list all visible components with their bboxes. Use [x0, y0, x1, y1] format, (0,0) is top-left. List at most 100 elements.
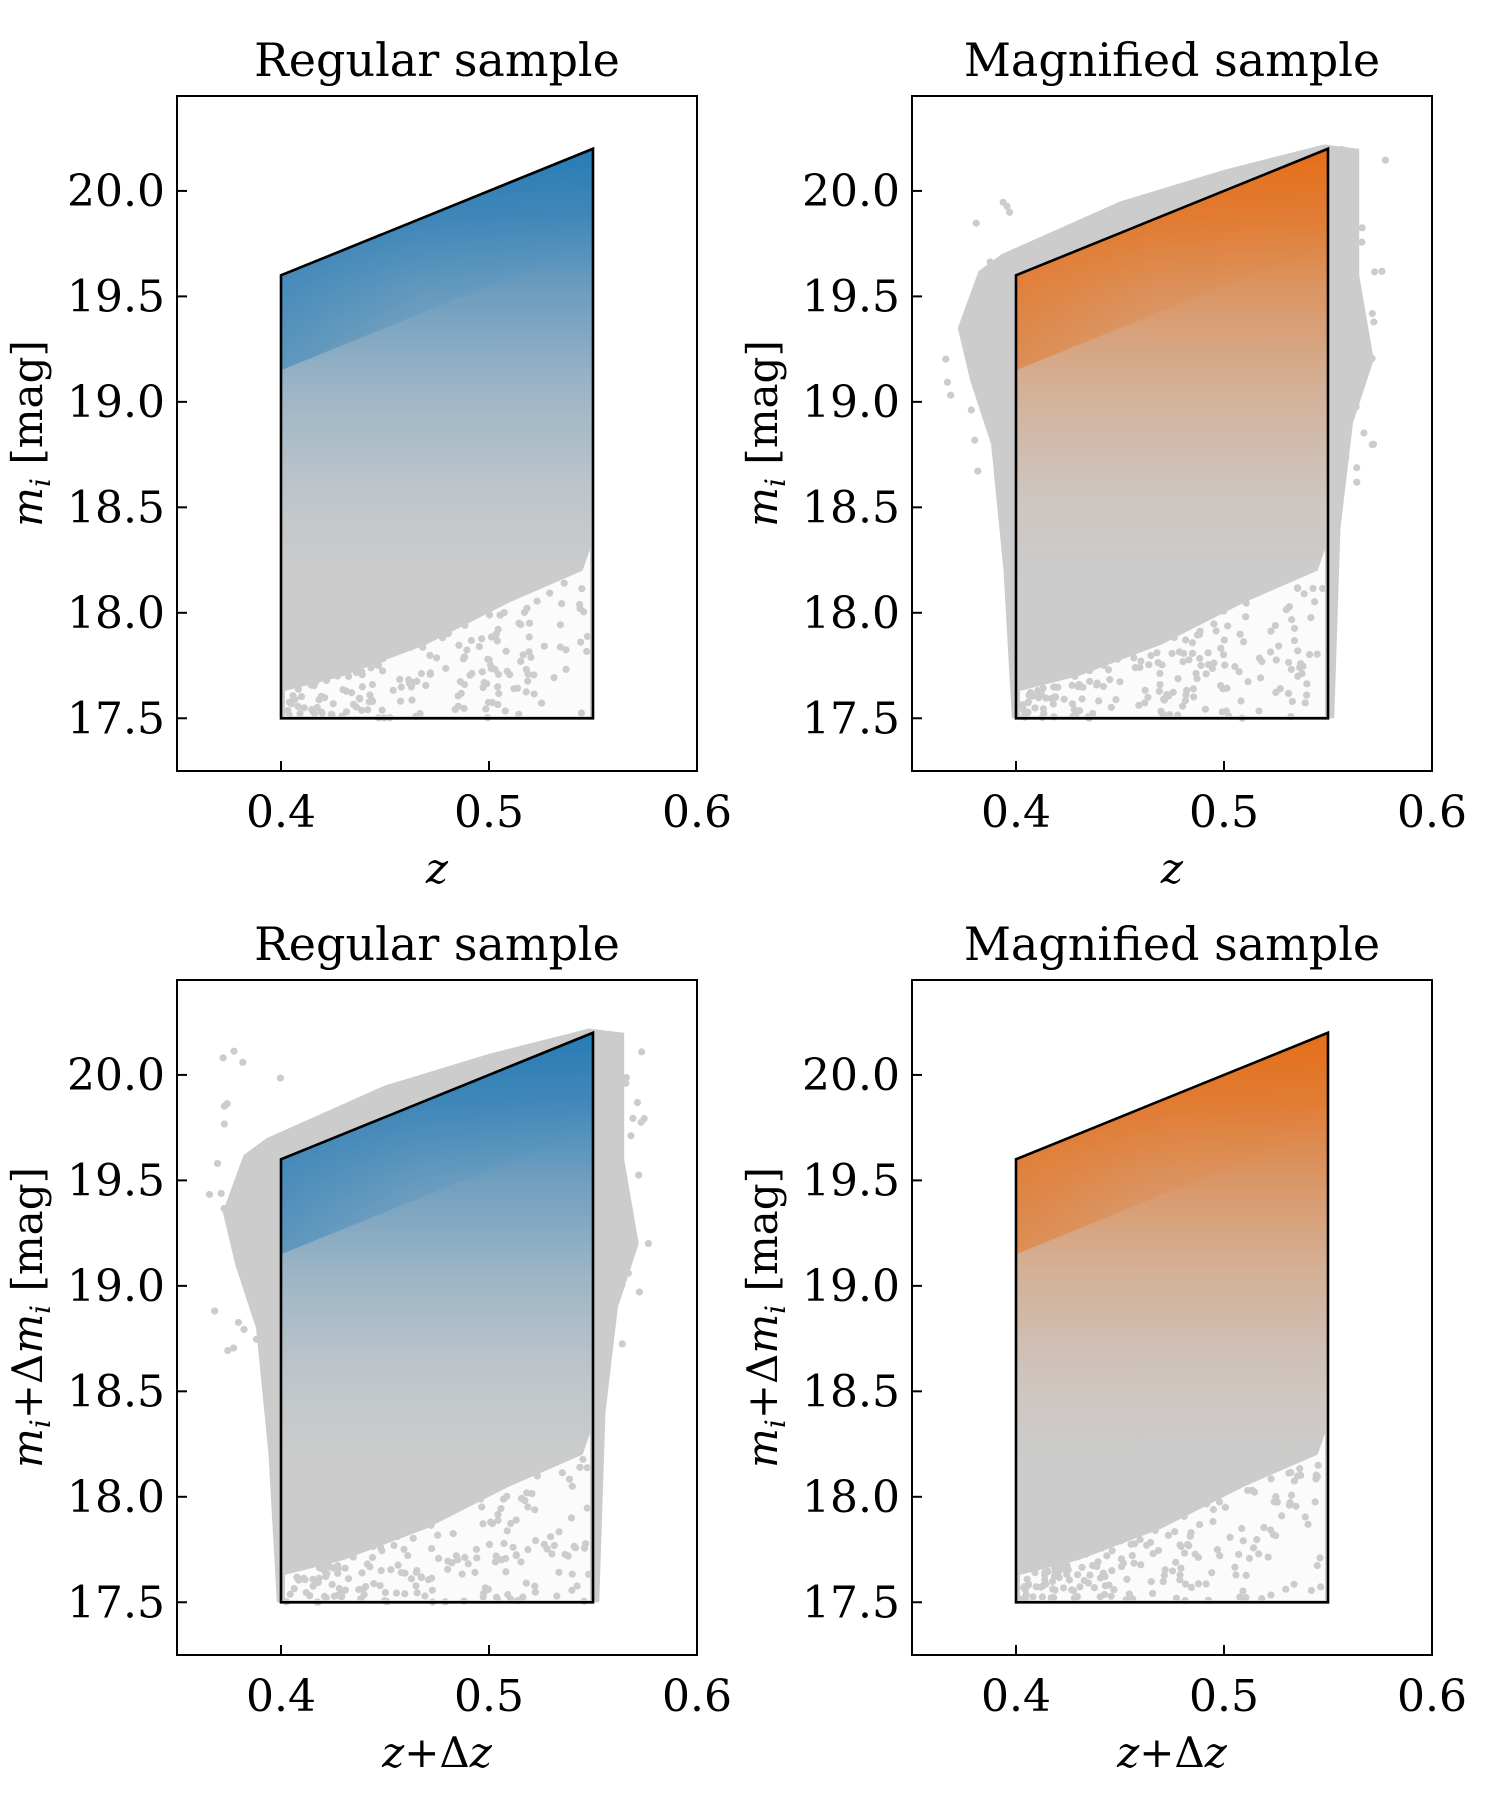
sparse-point: [294, 702, 302, 711]
y-tick-label: 17.5: [802, 693, 900, 744]
sparse-point: [583, 647, 591, 655]
sparse-point: [500, 609, 508, 617]
sparse-point: [1204, 649, 1212, 657]
y-tick-label: 20.0: [802, 1050, 900, 1101]
sparse-point: [293, 1573, 301, 1581]
sparse-point: [1031, 1569, 1039, 1577]
sparse-point: [1137, 1561, 1145, 1569]
sparse-point: [1029, 1593, 1037, 1601]
sparse-point: [334, 1569, 342, 1577]
spill-point: [1340, 206, 1348, 215]
sparse-point: [479, 1520, 487, 1528]
sparse-point: [1108, 1547, 1116, 1555]
sparse-point: [527, 653, 535, 661]
sparse-point: [1236, 630, 1244, 638]
sparse-point: [472, 1545, 481, 1554]
sparse-point: [512, 1516, 520, 1524]
spill-point: [1371, 268, 1379, 276]
sparse-point: [1095, 697, 1103, 705]
sparse-point: [522, 665, 530, 674]
sparse-point: [1202, 670, 1210, 678]
sparse-point: [378, 706, 386, 714]
spill-point: [610, 1106, 618, 1114]
density-band: [281, 148, 593, 371]
spill-point: [261, 1140, 269, 1148]
sparse-point: [1267, 1591, 1275, 1599]
sparse-point: [501, 707, 509, 715]
sparse-point: [1086, 677, 1094, 686]
spill-point: [1346, 376, 1354, 385]
spill-point: [219, 1054, 227, 1062]
spill-point: [622, 1079, 630, 1087]
axes-frame: [176, 979, 698, 1656]
sparse-point: [1135, 701, 1143, 709]
sparse-point: [449, 1530, 457, 1538]
panel-1: Regular sample 0.4 0.5 0.6 17.5 18.0 18.5 19.0 1…: [3, 33, 732, 893]
x-tick-label: 0.6: [662, 1671, 732, 1722]
sparse-point: [583, 632, 592, 640]
sparse-point: [1145, 661, 1153, 669]
sparse-point: [494, 670, 503, 678]
y-label-var2: m: [3, 1314, 52, 1354]
sparse-point: [540, 642, 548, 650]
sparse-point: [512, 1551, 520, 1559]
sparse-point: [1174, 675, 1182, 683]
sparse-point: [547, 1533, 555, 1541]
sparse-point: [1156, 680, 1164, 689]
sparse-point: [300, 1574, 308, 1582]
sparse-point: [327, 710, 335, 719]
sparse-point: [355, 694, 364, 702]
sparse-point: [454, 702, 462, 710]
sparse-point: [533, 597, 541, 605]
sparse-point: [555, 1568, 563, 1576]
spill-point: [624, 1269, 632, 1277]
sparse-point: [1256, 674, 1265, 682]
sparse-point: [1092, 681, 1101, 689]
density-layer: [1016, 1032, 1328, 1603]
sparse-point: [1102, 1538, 1111, 1546]
sparse-point: [577, 638, 585, 646]
sparse-point: [574, 1448, 582, 1457]
sparse-point: [1064, 1565, 1072, 1574]
y-label-var: m: [3, 487, 52, 527]
sparse-point: [1130, 654, 1138, 662]
sparse-point: [1305, 651, 1314, 659]
sparse-point: [1155, 687, 1163, 695]
sparse-point: [568, 1570, 576, 1578]
sparse-point: [1242, 599, 1250, 607]
spill-point: [644, 1239, 652, 1248]
sparse-point: [1217, 606, 1225, 614]
y-label-sub2: i: [24, 1305, 57, 1314]
sparse-point: [494, 1510, 502, 1518]
sparse-point: [1099, 682, 1108, 691]
x-tick-label: 0.4: [981, 1671, 1051, 1722]
sparse-point: [1161, 1566, 1169, 1574]
y-label-unit: [mag]: [3, 1167, 52, 1305]
plot-area: [1016, 1032, 1328, 1605]
sparse-point: [1208, 664, 1216, 673]
sparse-point: [376, 1582, 384, 1590]
sparse-point: [1195, 1520, 1204, 1529]
sparse-point: [1037, 687, 1045, 696]
sparse-point: [1086, 667, 1094, 675]
sparse-point: [532, 1470, 540, 1478]
sparse-point: [1070, 1594, 1079, 1602]
y-label-sub: i: [759, 478, 792, 487]
sparse-point: [475, 642, 483, 651]
y-tick-label: 19.0: [67, 377, 165, 428]
sparse-point: [1267, 627, 1275, 635]
y-label-unit: [mag]: [738, 1167, 787, 1305]
sparse-point: [1098, 1544, 1106, 1552]
sparse-point: [517, 1558, 525, 1566]
spill-point: [269, 1361, 278, 1369]
sparse-point: [1144, 693, 1152, 701]
sparse-point: [1157, 707, 1165, 715]
sparse-point: [531, 1506, 539, 1514]
sparse-point: [314, 1578, 322, 1587]
sparse-point: [1242, 613, 1250, 621]
sparse-point: [564, 568, 573, 576]
sparse-point: [1166, 710, 1174, 719]
sparse-point: [1076, 1583, 1084, 1591]
sparse-point: [1153, 649, 1161, 657]
sparse-point: [413, 639, 422, 647]
